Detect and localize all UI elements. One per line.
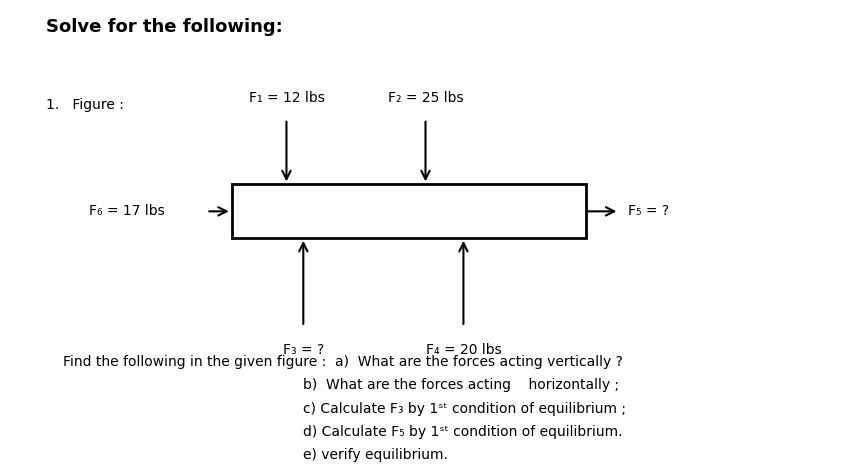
Text: F₂ = 25 lbs: F₂ = 25 lbs <box>388 91 463 105</box>
Text: Solve for the following:: Solve for the following: <box>46 18 283 36</box>
Text: Find the following in the given figure :  a)  What are the forces acting vertica: Find the following in the given figure :… <box>63 355 623 369</box>
Text: F₃ = ?: F₃ = ? <box>283 343 324 357</box>
Text: d) Calculate F₅ by 1ˢᵗ condition of equilibrium.: d) Calculate F₅ by 1ˢᵗ condition of equi… <box>303 425 623 439</box>
Text: F₅ = ?: F₅ = ? <box>628 204 669 218</box>
Text: F₆ = 17 lbs: F₆ = 17 lbs <box>89 204 164 218</box>
Bar <box>231 184 585 238</box>
Text: c) Calculate F₃ by 1ˢᵗ condition of equilibrium ;: c) Calculate F₃ by 1ˢᵗ condition of equi… <box>303 402 626 416</box>
Text: b)  What are the forces acting    horizontally ;: b) What are the forces acting horizontal… <box>303 378 620 392</box>
Text: F₄ = 20 lbs: F₄ = 20 lbs <box>426 343 501 357</box>
Text: e) verify equilibrium.: e) verify equilibrium. <box>303 448 448 463</box>
Text: 1.   Figure :: 1. Figure : <box>46 98 124 112</box>
Text: F₁ = 12 lbs: F₁ = 12 lbs <box>248 91 324 105</box>
